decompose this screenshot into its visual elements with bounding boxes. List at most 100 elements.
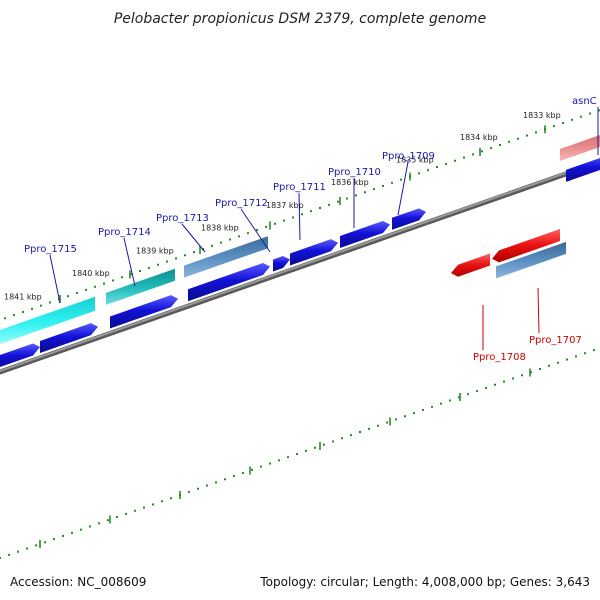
gene-arrow[interactable] [566,155,600,182]
label-leader [49,254,61,304]
label-leader [397,161,409,216]
gene-arrow[interactable] [340,220,390,248]
scale-dot [413,412,415,415]
scale-dot [193,251,195,254]
scale-dot [404,415,406,418]
scale-dot [215,481,217,484]
map-title: Pelobacter propionicus DSM 2379, complet… [114,11,486,27]
scale-dot [40,304,42,307]
scale-dot [242,471,244,474]
scale-dot [53,538,55,541]
gene-label[interactable]: Ppro_1711 [273,182,326,193]
gene-label[interactable]: Ppro_1710 [328,167,381,178]
scale-dot [449,399,451,402]
scale-dot [26,547,28,550]
scale-dot [134,509,136,512]
scale-dot [445,162,447,165]
gene-labels: Ppro_1715 Ppro_1714 Ppro_1713 Ppro_1712 Ppro… [24,96,599,363]
gene-label[interactable]: Ppro_1709 [382,151,435,162]
scale-dot [350,434,352,437]
gene-arrow[interactable] [496,241,566,279]
scale-dot [278,459,280,462]
scale-dot [359,431,361,433]
genome-backbone [0,159,600,375]
scale-dot [400,178,402,181]
scale-dot [22,310,24,313]
gene-arrow[interactable] [0,296,95,348]
scale-dot [184,254,186,257]
scale-label: 1837 kbp [266,201,304,210]
genome-summary-text: Topology: circular; Length: 4,008,000 bp… [259,575,590,589]
label-leader [181,223,206,253]
gene-arrow[interactable] [188,262,270,302]
label-leader [298,192,301,241]
scale-label: 1834 kbp [460,133,498,142]
gene-label[interactable]: Ppro_1712 [215,198,268,209]
gene-arrow[interactable] [560,132,600,162]
scale-dot [580,115,582,118]
gene-arrow[interactable] [451,253,490,277]
scale-label: 1833 kbp [523,111,561,120]
scale-dot [472,153,474,156]
scale-dot [422,408,424,411]
scale-dot [121,276,123,279]
gene-arrow[interactable] [273,255,290,272]
scale-label: 1836 kbp [331,178,369,187]
scale-dot [427,169,429,172]
gene-label[interactable]: Ppro_1715 [24,244,77,255]
scale-dot [539,368,541,370]
scale-dot [161,500,163,503]
scale-dot [67,295,69,298]
scale-dot [377,424,379,427]
scale-dot [418,172,420,175]
scale-dot [125,512,127,515]
scale-dot [575,355,577,358]
scale-dot [467,393,469,396]
scale-dot [292,216,294,219]
gene-arrow[interactable] [0,343,40,370]
scale-dot [269,462,271,465]
scale-dot [116,516,118,519]
scale-dot [476,390,478,393]
scale-dot [395,418,397,421]
gene-label[interactable]: Ppro_1713 [156,213,209,224]
scale-dot [310,210,312,213]
scale-dot [296,453,298,456]
gene-arrow[interactable] [40,323,98,353]
scale-dot [206,484,208,487]
gene-label[interactable]: Ppro_1714 [98,227,151,238]
gene-arrow[interactable] [392,208,426,230]
scale-dot [337,200,339,203]
scale-dot [143,506,145,509]
scale-dot [130,273,132,276]
scale-dot [224,478,226,481]
label-leader [240,208,271,253]
gene-arrow[interactable] [110,295,178,329]
scale-dot [391,181,393,184]
scale-dot [103,282,105,285]
scale-dot [107,519,109,522]
gene-arrow[interactable] [184,236,268,278]
scale-dot [364,191,366,194]
scale-dot [557,361,559,364]
gene-label[interactable]: Ppro_1707 [529,335,582,346]
gene-label[interactable]: Ppro_1708 [473,352,526,363]
scale-dot [332,440,334,443]
gene-arrow[interactable] [492,229,560,263]
scale-dot [553,125,555,128]
scale-dot [233,475,235,478]
scale-dot [62,534,64,537]
scale-dot [458,396,460,399]
gene-arrow[interactable] [106,268,175,305]
scale-label: 1839 kbp [136,246,174,255]
scale-dot [98,522,100,525]
scale-dot [346,197,348,200]
scale-dot [283,219,285,222]
scale-dot [256,229,258,232]
gene-label[interactable]: asnC [572,96,597,107]
label-leader [123,237,136,287]
gene-arrow[interactable] [290,239,338,266]
scale-dot [89,525,91,528]
scale-dot [512,377,514,380]
